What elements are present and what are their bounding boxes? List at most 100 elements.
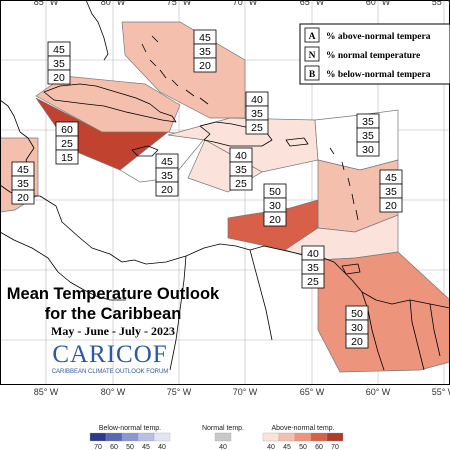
probability-cell: [356, 141, 380, 157]
colorbar-swatch: [137, 432, 155, 442]
longitude-labels-top: 85° W 80° W 75° W 70° W 65° W 60° W 55° W: [34, 0, 450, 7]
probability-value: 35: [251, 108, 263, 120]
probability-value: 25: [235, 178, 247, 190]
probability-value: 20: [269, 214, 281, 226]
probability-value: 60: [61, 124, 73, 136]
probability-value: 45: [385, 172, 397, 184]
longitude-label-bottom: 65° W: [300, 387, 325, 397]
legend-key-letter: A: [309, 32, 316, 42]
probability-value: 15: [61, 152, 73, 164]
longitude-label-top: 75° W: [167, 0, 192, 7]
probability-box-guianas: 50 30 20: [345, 305, 369, 349]
legend-key-box: [304, 27, 320, 43]
longitude-label-top: 80° W: [101, 0, 126, 7]
legend-key-text: % normal temperature: [326, 51, 420, 61]
legend-key-box: [304, 65, 320, 81]
forecast-period: May - June - July - 2023: [51, 324, 175, 338]
colorbar-swatch: [294, 432, 312, 442]
colorbar-tick-label: 50: [299, 444, 307, 450]
probability-value: 35: [362, 116, 374, 128]
longitude-label-bottom: 85° W: [34, 387, 59, 397]
probability-value: 40: [251, 94, 263, 106]
colorbar-tick-label: 70: [331, 444, 339, 450]
colorbar-swatch: [121, 432, 139, 442]
probability-box-cuba-west: 45 35 20: [47, 41, 71, 85]
colorbar-swatch: [214, 432, 232, 442]
probability-value: 25: [251, 122, 263, 134]
probability-value: 30: [362, 144, 374, 156]
probability-cell: [301, 273, 325, 289]
probability-value: 20: [199, 60, 211, 72]
colorbar-swatch: [278, 432, 296, 442]
colorbar-swatch: [262, 432, 280, 442]
probability-box-hispaniola-south: 40 35 25: [229, 147, 253, 191]
colorbar-tick-label: 60: [110, 444, 118, 450]
longitude-label-top: 60° W: [366, 0, 391, 7]
probability-cell: [263, 211, 287, 227]
colorbar-tick-label: 45: [142, 444, 150, 450]
colorbar-tick-label: 40: [158, 444, 166, 450]
longitude-label-bottom: 75° W: [167, 387, 192, 397]
colorbar-swatch: [310, 432, 328, 442]
probability-value: 25: [307, 276, 319, 288]
colorbar-tick-label: 40: [219, 444, 227, 450]
probability-value: 35: [385, 186, 397, 198]
colorbar-tick-label: 70: [94, 444, 102, 450]
probability-cell: [379, 197, 403, 213]
probability-boxes: 45 35 20 45 35 20 60 25 15 45 35 20 45 35 20 40 35 25 40 35…: [11, 29, 403, 349]
probability-value: 30: [269, 200, 281, 212]
probability-value: 35: [362, 130, 374, 142]
longitude-label-top: 55° W: [432, 0, 450, 7]
probability-box-lesser-antilles: 45 35 20: [379, 169, 403, 213]
legend-key-text: % below-normal tempera: [326, 70, 431, 80]
probability-value: 20: [161, 184, 173, 196]
probability-value: 45: [53, 44, 65, 56]
probability-cell: [345, 333, 369, 349]
probability-box-bahamas: 45 35 20: [193, 29, 217, 73]
longitude-label-bottom: 60° W: [366, 387, 391, 397]
probability-box-jamaica-south: 45 35 20: [155, 153, 179, 197]
title-line-1: Mean Temperature Outlook: [7, 285, 220, 303]
legend-box: [299, 23, 450, 85]
probability-box-trinidad: 40 35 25: [301, 245, 325, 289]
region-virgin-islands: [314, 109, 399, 171]
probability-value: 35: [161, 170, 173, 182]
logo-tagline: CARIBBEAN CLIMATE OUTLOOK FORUM: [52, 369, 169, 375]
colorbar-swatch: [89, 432, 107, 442]
probability-value: 35: [307, 262, 319, 274]
legend-key-box: [304, 46, 320, 62]
probability-value: 20: [17, 192, 29, 204]
probability-value: 40: [307, 248, 319, 260]
probability-value: 20: [351, 336, 363, 348]
caricof-logo: CARICOF CARIBBEAN CLIMATE OUTLOOK FORUM: [52, 341, 169, 375]
colorbar-swatch: [326, 432, 344, 442]
colorbar-tick-label: 50: [126, 444, 134, 450]
colorbar-group-label: Below-normal temp.: [99, 425, 161, 432]
probability-value: 45: [17, 164, 29, 176]
colorbar-group-label: Normal temp.: [202, 425, 244, 432]
probability-value: 25: [61, 138, 73, 150]
probability-value: 35: [17, 178, 29, 190]
probability-box-cayman-jamaica: 60 25 15: [55, 121, 79, 165]
probability-value: 45: [199, 32, 211, 44]
probability-value: 45: [161, 156, 173, 168]
colorbar-legend: Below-normal temp. 70 60 50 45 40 Normal temp.…: [89, 425, 344, 450]
probability-key-legend: A % above-normal tempera N % normal tempera…: [299, 23, 450, 85]
probability-value: 40: [235, 150, 247, 162]
colorbar-swatch: [153, 432, 171, 442]
probability-box-virgin-islands: 35 35 30: [356, 113, 380, 157]
probability-value: 50: [351, 308, 363, 320]
probability-cell: [245, 119, 269, 135]
probability-value: 35: [53, 58, 65, 70]
probability-value: 50: [269, 186, 281, 198]
probability-cell: [155, 181, 179, 197]
longitude-labels-bottom: 85° W 80° W 75° W 70° W 65° W 60° W 55° W: [34, 387, 450, 397]
probability-cell: [193, 57, 217, 73]
probability-box-central-america: 45 35 20: [11, 161, 35, 205]
logo-wordmark: CARICOF: [52, 341, 167, 368]
longitude-label-top: 85° W: [34, 0, 59, 7]
probability-cell: [229, 175, 253, 191]
probability-cell: [55, 149, 79, 165]
